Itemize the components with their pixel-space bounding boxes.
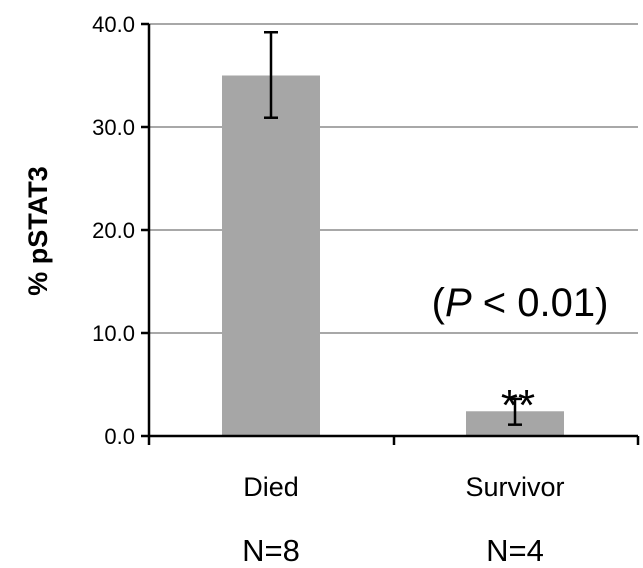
x-category-label: Survivor [465,472,564,502]
y-tick-label: 40.0 [92,12,135,37]
y-tick-label: 30.0 [92,115,135,140]
y-tick-label: 0.0 [104,424,135,449]
sample-size-label: N=8 [242,533,300,568]
x-category-label: Died [243,472,299,502]
y-axis-title: % pSTAT3 [23,166,53,296]
p-value-annotation: (P < 0.01) [432,281,609,325]
bars [222,75,564,436]
error-bars [264,30,522,426]
sample-size-label: N=4 [486,533,544,568]
axes [141,22,640,445]
y-tick-label: 20.0 [92,218,135,243]
bar-died [222,75,320,436]
y-tick-label: 10.0 [92,321,135,346]
significance-marker: ** [501,381,535,430]
